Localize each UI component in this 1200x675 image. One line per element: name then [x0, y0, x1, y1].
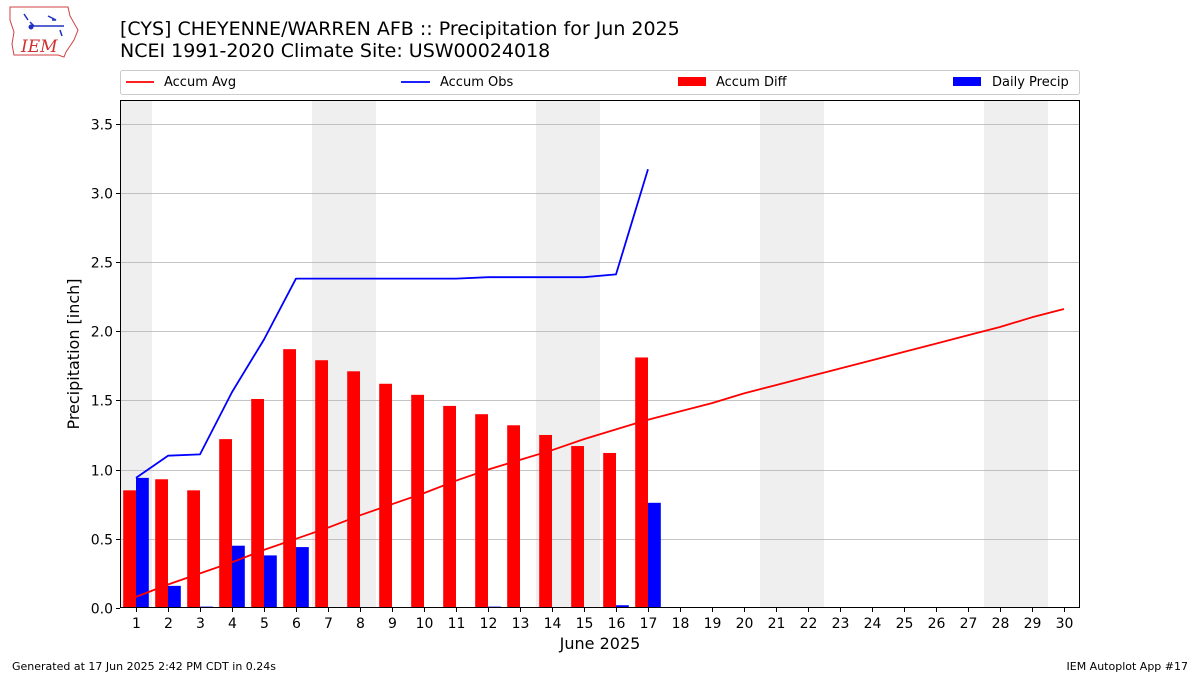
- accum-diff-bar-day-11: [443, 405, 456, 608]
- accum-diff-bar-day-12: [475, 414, 488, 608]
- chart-title: [CYS] CHEYENNE/WARREN AFB :: Precipitati…: [120, 18, 680, 40]
- daily-precip-bar-day-5: [264, 555, 277, 608]
- accum-diff-bar-day-5: [251, 398, 264, 608]
- x-tick-label: 26: [928, 616, 946, 632]
- axis-ticks: 0.00.51.01.52.02.53.03.51 2 3 4 5 6 7 8 9 10 11 12 1…: [91, 118, 1074, 633]
- x-tick-label: 22: [800, 616, 818, 632]
- daily-precip-bar-day-6: [296, 547, 309, 608]
- legend-swatch-accum-diff: [678, 77, 706, 86]
- x-tick-label: 19: [704, 616, 722, 632]
- x-tick-label: 3: [196, 616, 205, 632]
- accum-diff-bar-day-9: [379, 383, 392, 608]
- accum-diff-bar-day-4: [219, 439, 232, 608]
- y-tick-label: 0.5: [91, 533, 113, 549]
- x-tick-label: 14: [544, 616, 562, 632]
- weekend-band-day-22: [792, 100, 824, 608]
- x-tick-label: 18: [672, 616, 690, 632]
- x-tick-label: 17: [640, 616, 658, 632]
- y-tick-label: 2.5: [91, 256, 113, 272]
- accum-diff-bar-day-8: [347, 371, 360, 608]
- accum-diff-bar-day-7: [315, 360, 328, 608]
- y-tick-label: 1.0: [91, 464, 113, 480]
- daily-precip-bar-day-4: [232, 545, 245, 608]
- daily-precip-bar-day-1: [136, 477, 149, 608]
- x-tick-label: 20: [736, 616, 754, 632]
- legend-label-accum-obs: Accum Obs: [440, 75, 513, 90]
- legend: Accum Avg Accum Obs Accum Diff Daily Pre…: [120, 70, 1080, 95]
- grid-lines: [120, 124, 1080, 540]
- accum-diff-bar-day-13: [507, 425, 520, 608]
- x-tick-label: 9: [388, 616, 397, 632]
- x-tick-label: 8: [356, 616, 365, 632]
- x-tick-label: 13: [512, 616, 530, 632]
- y-tick-label: 3.0: [91, 187, 113, 203]
- legend-frame: [120, 70, 1080, 95]
- x-axis-label: June 2025: [559, 634, 641, 653]
- accum-avg-line: [135, 308, 1065, 598]
- y-axis-label: Precipitation [inch]: [64, 278, 83, 429]
- x-tick-label: 28: [992, 616, 1010, 632]
- logo-text: IEM: [20, 37, 58, 57]
- accum-diff-bar-day-10: [411, 394, 424, 608]
- accum-diff-bar-day-15: [571, 446, 584, 608]
- accum-diff-bar-day-14: [539, 434, 552, 608]
- daily-precip-bar-day-2: [168, 585, 181, 608]
- daily-precip-bar-day-16: [616, 605, 629, 608]
- app-credit: IEM Autoplot App #17: [1066, 660, 1189, 673]
- x-tick-label: 4: [228, 616, 237, 632]
- iem-logo: IEM: [9, 6, 79, 58]
- x-tick-label: 30: [1056, 616, 1074, 632]
- chart-subtitle: NCEI 1991-2020 Climate Site: USW00024018: [120, 40, 550, 62]
- x-tick-label: 16: [608, 616, 626, 632]
- generated-timestamp: Generated at 17 Jun 2025 2:42 PM CDT in …: [12, 660, 277, 673]
- x-tick-label: 2: [164, 616, 173, 632]
- y-tick-label: 2.0: [91, 325, 113, 341]
- legend-swatch-daily-precip: [953, 77, 981, 86]
- x-tick-label: 27: [960, 616, 978, 632]
- lines: [135, 168, 1065, 598]
- x-tick-label: 25: [896, 616, 914, 632]
- weather-symbol-icon: [23, 13, 64, 37]
- accum-diff-bar-day-6: [283, 349, 296, 608]
- x-tick-label: 29: [1024, 616, 1042, 632]
- x-tick-label: 12: [480, 616, 498, 632]
- x-tick-label: 10: [416, 616, 434, 632]
- x-tick-label: 23: [832, 616, 850, 632]
- legend-label-daily-precip: Daily Precip: [992, 75, 1069, 90]
- x-tick-label: 5: [260, 616, 269, 632]
- x-tick-label: 11: [448, 616, 466, 632]
- y-tick-label: 3.5: [91, 118, 113, 134]
- legend-label-accum-avg: Accum Avg: [164, 75, 236, 90]
- accum-diff-bar-day-3: [187, 490, 200, 608]
- x-tick-label: 1: [132, 616, 141, 632]
- y-tick-label: 0.0: [91, 602, 113, 618]
- legend-label-accum-diff: Accum Diff: [716, 75, 788, 90]
- weather-dot-icon: [28, 24, 34, 30]
- plot-frame: [120, 100, 1080, 608]
- x-tick-label: 21: [768, 616, 786, 632]
- bars: [123, 349, 661, 608]
- accum-diff-bar-day-1: [123, 490, 136, 608]
- weekend-band-day-28: [984, 100, 1016, 608]
- accum-diff-bar-day-16: [603, 452, 616, 608]
- x-tick-label: 15: [576, 616, 594, 632]
- weekend-band-day-21: [760, 100, 792, 608]
- x-tick-label: 24: [864, 616, 882, 632]
- accum-obs-line: [135, 168, 649, 479]
- accum-diff-bar-day-2: [155, 479, 168, 608]
- accum-diff-bar-day-17: [635, 357, 648, 608]
- daily-precip-bar-day-17: [648, 502, 661, 608]
- x-tick-label: 6: [292, 616, 301, 632]
- x-tick-label: 7: [324, 616, 333, 632]
- y-tick-label: 1.5: [91, 394, 113, 410]
- weekend-band-day-29: [1016, 100, 1048, 608]
